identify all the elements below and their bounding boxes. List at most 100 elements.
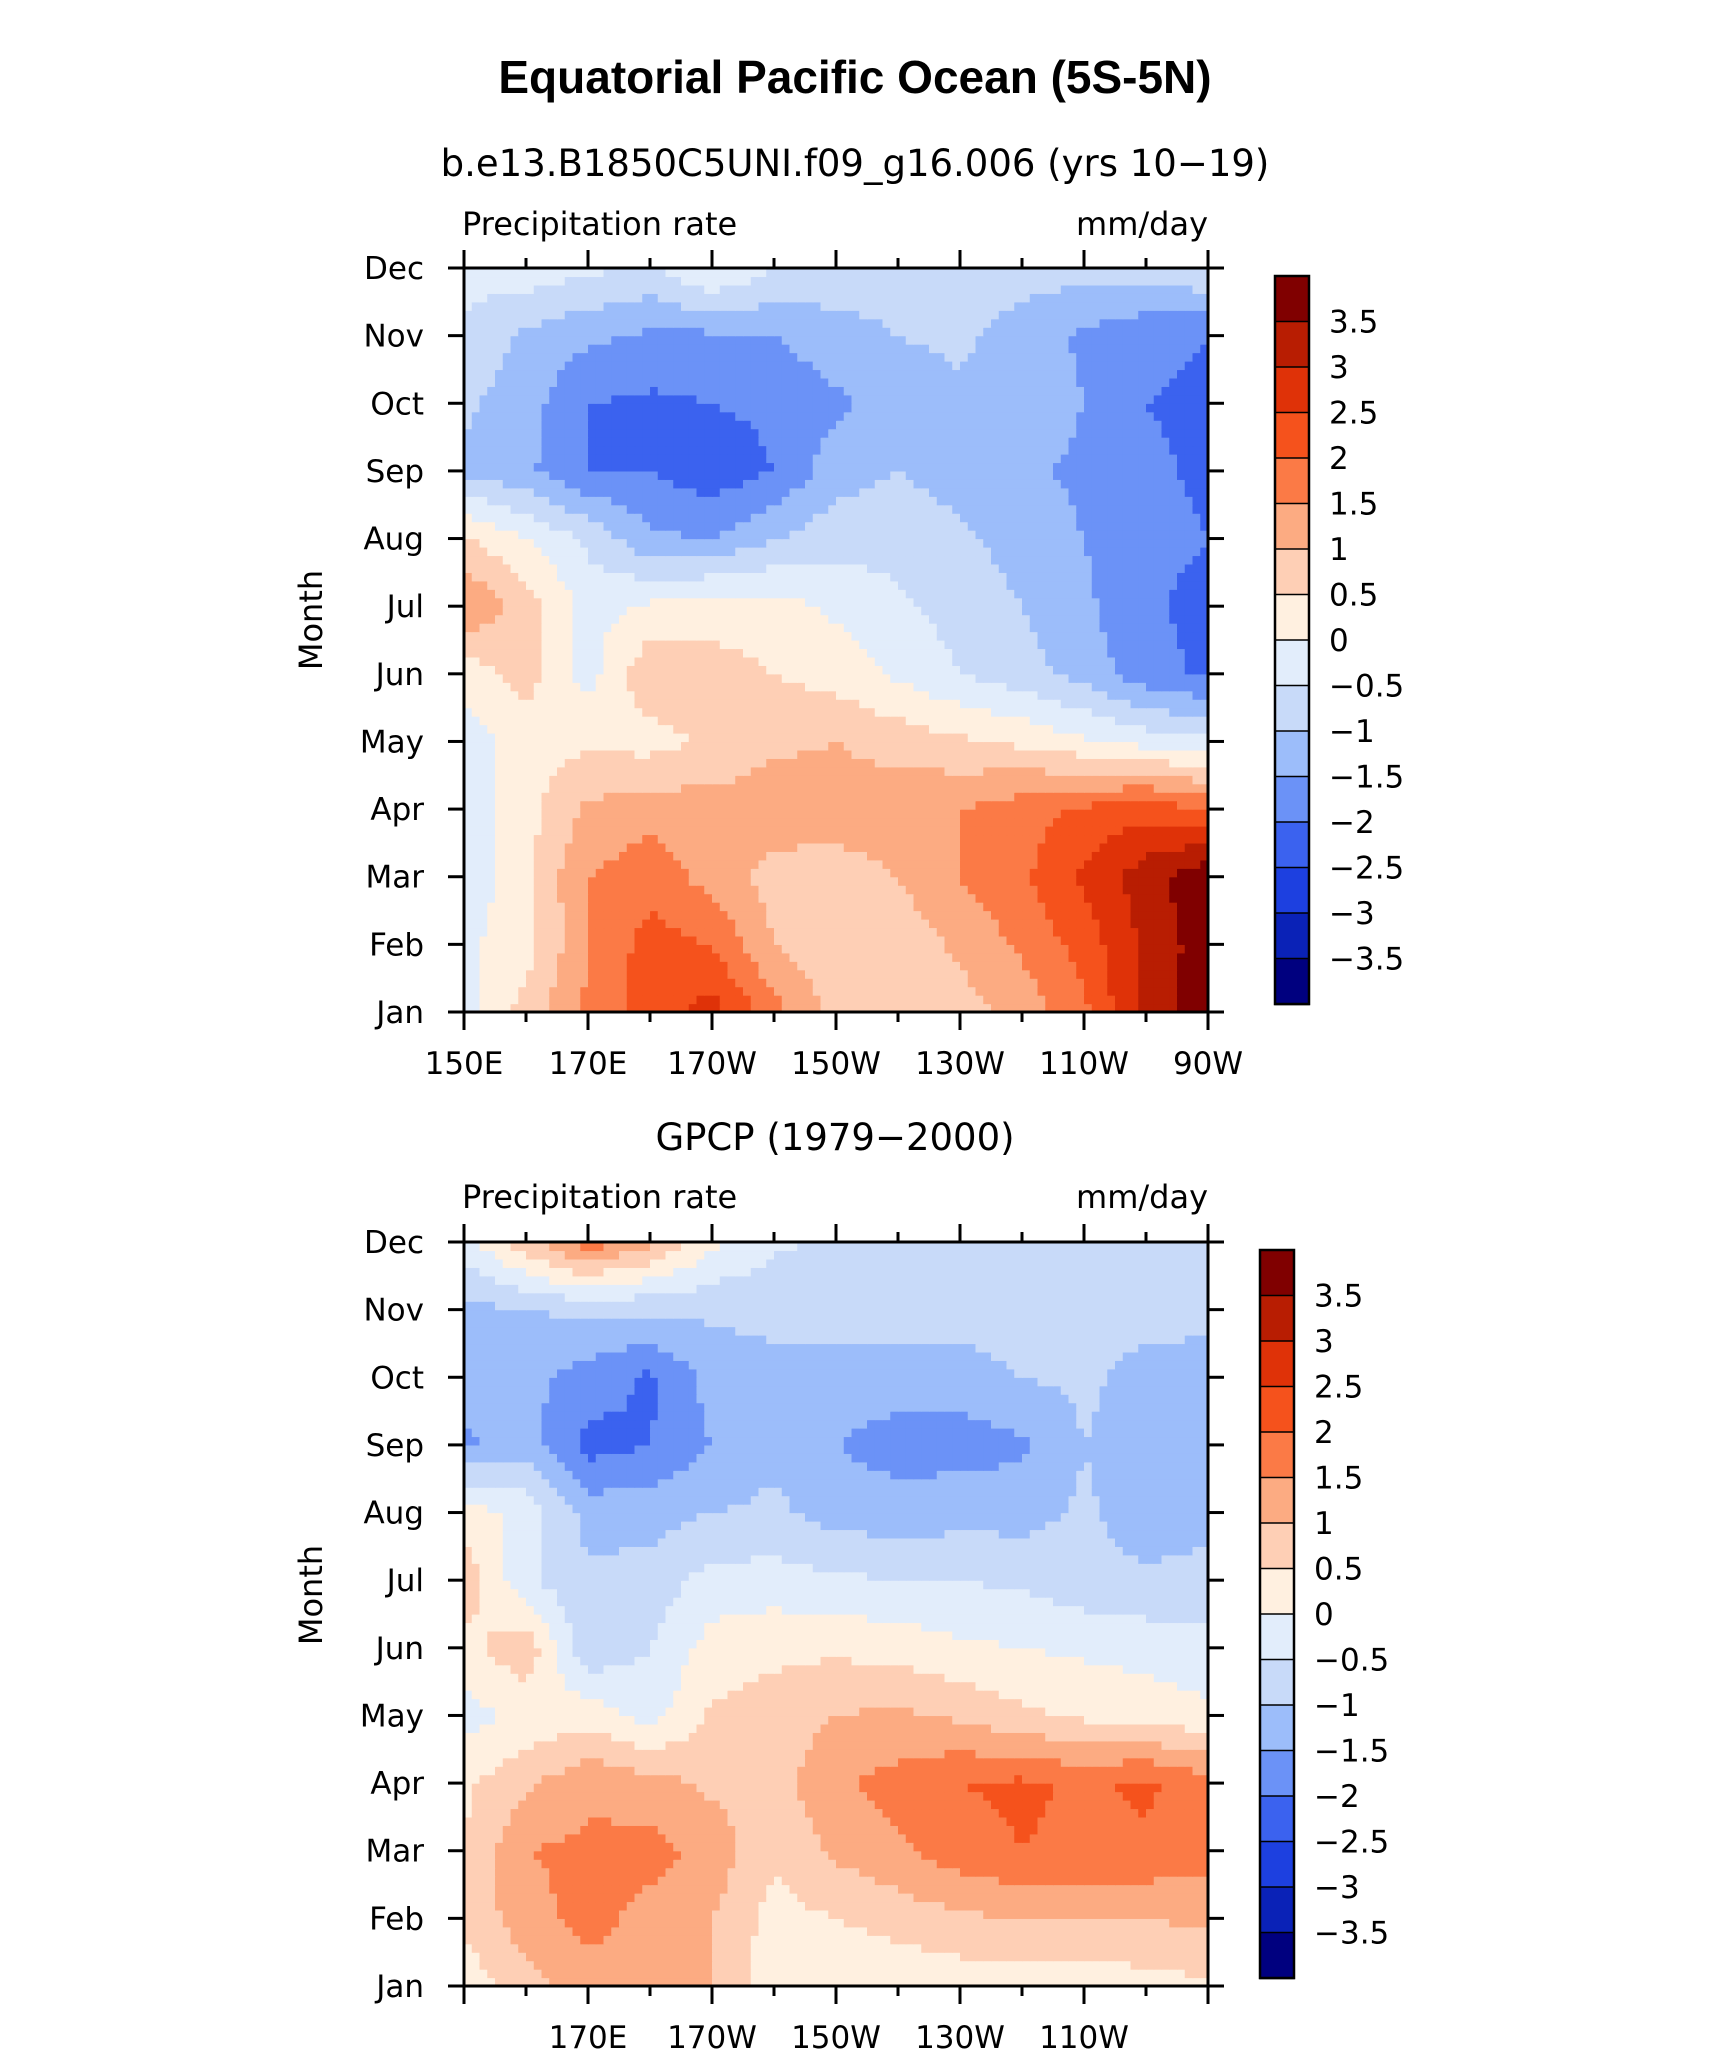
contour-cell xyxy=(1038,750,1046,759)
contour-cell xyxy=(859,944,867,953)
contour-cell xyxy=(945,725,953,734)
contour-cell xyxy=(534,581,542,590)
contour-cell xyxy=(1169,750,1177,759)
contour-cell xyxy=(689,581,697,590)
contour-cell xyxy=(937,877,945,886)
contour-cell xyxy=(929,885,937,894)
contour-cell xyxy=(844,589,852,598)
contour-cell xyxy=(1084,665,1092,674)
contour-cell xyxy=(1022,784,1030,793)
contour-cell xyxy=(852,775,860,784)
contour-cell xyxy=(557,868,565,877)
contour-cell xyxy=(1169,936,1177,945)
contour-cell xyxy=(1076,606,1084,615)
contour-cell xyxy=(1100,919,1108,928)
contour-cell xyxy=(673,843,681,852)
contour-cell xyxy=(480,784,488,793)
contour-cell xyxy=(844,733,852,742)
contour-cell xyxy=(642,801,650,810)
contour-cell xyxy=(480,995,488,1004)
contour-cell xyxy=(666,699,674,708)
contour-cell xyxy=(720,733,728,742)
contour-cell xyxy=(1131,868,1139,877)
contour-cell xyxy=(642,657,650,666)
contour-cell xyxy=(658,894,666,903)
contour-cell xyxy=(487,826,495,835)
contour-cell xyxy=(859,851,867,860)
contour-cell xyxy=(1007,978,1015,987)
contour-cell xyxy=(704,623,712,632)
contour-cell xyxy=(797,818,805,827)
contour-cell xyxy=(1014,826,1022,835)
contour-cell xyxy=(1146,682,1154,691)
contour-cell xyxy=(549,767,557,776)
contour-cell xyxy=(1154,894,1162,903)
contour-cell xyxy=(495,708,503,717)
contour-cell xyxy=(472,801,480,810)
contour-cell xyxy=(487,843,495,852)
contour-cell xyxy=(1038,936,1046,945)
contour-cell xyxy=(689,919,697,928)
contour-cell xyxy=(859,716,867,725)
contour-cell xyxy=(929,936,937,945)
contour-cell xyxy=(1045,725,1053,734)
contour-cell xyxy=(1007,843,1015,852)
contour-cell xyxy=(1045,834,1053,843)
contour-cell xyxy=(759,691,767,700)
contour-cell xyxy=(960,944,968,953)
contour-cell xyxy=(867,961,875,970)
contour-cell xyxy=(766,818,774,827)
contour-cell xyxy=(689,987,697,996)
contour-cell xyxy=(999,589,1007,598)
contour-cell xyxy=(712,589,720,598)
contour-cell xyxy=(534,648,542,657)
contour-cell xyxy=(642,826,650,835)
contour-cell xyxy=(1131,936,1139,945)
contour-cell xyxy=(511,632,519,641)
contour-cell xyxy=(945,953,953,962)
contour-cell xyxy=(642,725,650,734)
contour-cell xyxy=(774,919,782,928)
contour-cell xyxy=(852,936,860,945)
contour-cell xyxy=(611,623,619,632)
contour-cell xyxy=(1084,623,1092,632)
contour-cell xyxy=(774,615,782,624)
contour-cell xyxy=(650,894,658,903)
contour-cell xyxy=(790,725,798,734)
contour-cell xyxy=(1076,598,1084,607)
contour-cell xyxy=(1053,995,1061,1004)
contour-cell xyxy=(991,640,999,649)
contour-cell xyxy=(511,911,519,920)
contour-cell xyxy=(1084,733,1092,742)
contour-cell xyxy=(619,809,627,818)
contour-cell xyxy=(1038,860,1046,869)
contour-cell xyxy=(565,995,573,1004)
contour-cell xyxy=(797,640,805,649)
contour-cell xyxy=(542,775,550,784)
contour-cell xyxy=(1069,978,1077,987)
contour-cell xyxy=(557,623,565,632)
contour-cell xyxy=(952,589,960,598)
contour-cell xyxy=(588,581,596,590)
contour-cell xyxy=(1014,801,1022,810)
contour-cell xyxy=(604,911,612,920)
contour-cell xyxy=(852,927,860,936)
contour-cell xyxy=(1193,775,1201,784)
contour-cell xyxy=(565,699,573,708)
contour-cell xyxy=(914,987,922,996)
contour-cell xyxy=(782,961,790,970)
contour-cell xyxy=(673,987,681,996)
contour-cell xyxy=(472,665,480,674)
contour-cell xyxy=(999,927,1007,936)
contour-cell xyxy=(511,716,519,725)
contour-cell xyxy=(883,750,891,759)
contour-cell xyxy=(557,877,565,886)
contour-cell xyxy=(1092,657,1100,666)
contour-cell xyxy=(937,775,945,784)
contour-cell xyxy=(952,758,960,767)
contour-cell xyxy=(1138,978,1146,987)
contour-cell xyxy=(836,725,844,734)
contour-cell xyxy=(759,801,767,810)
contour-cell xyxy=(1053,632,1061,641)
contour-cell xyxy=(518,682,526,691)
